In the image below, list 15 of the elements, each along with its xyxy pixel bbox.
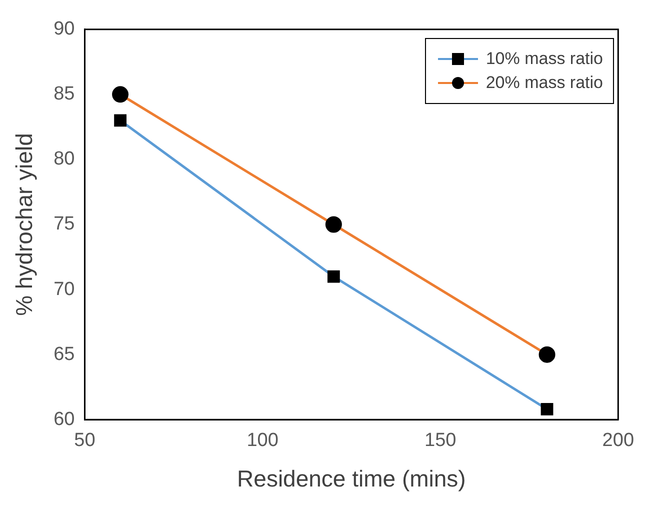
legend-label: 20% mass ratio xyxy=(486,73,603,93)
y-tick-label: 65 xyxy=(54,344,75,365)
y-tick-label: 75 xyxy=(54,214,75,235)
y-axis-title: % hydrochar yield xyxy=(11,133,38,316)
y-tick-label: 60 xyxy=(54,408,75,430)
y-tick-label: 85 xyxy=(54,84,75,105)
x-tick-label: 100 xyxy=(246,430,278,452)
y-tick-label: 80 xyxy=(54,148,75,170)
x-tick-label: 150 xyxy=(424,430,456,452)
x-tick-label: 50 xyxy=(74,430,96,452)
x-tick-label: 200 xyxy=(602,430,634,452)
y-tick-label: 90 xyxy=(54,18,75,40)
y-tick-label: 70 xyxy=(54,278,75,300)
x-axis-title: Residence time (mins) xyxy=(237,466,466,492)
legend-label: 10% mass ratio xyxy=(486,49,603,69)
